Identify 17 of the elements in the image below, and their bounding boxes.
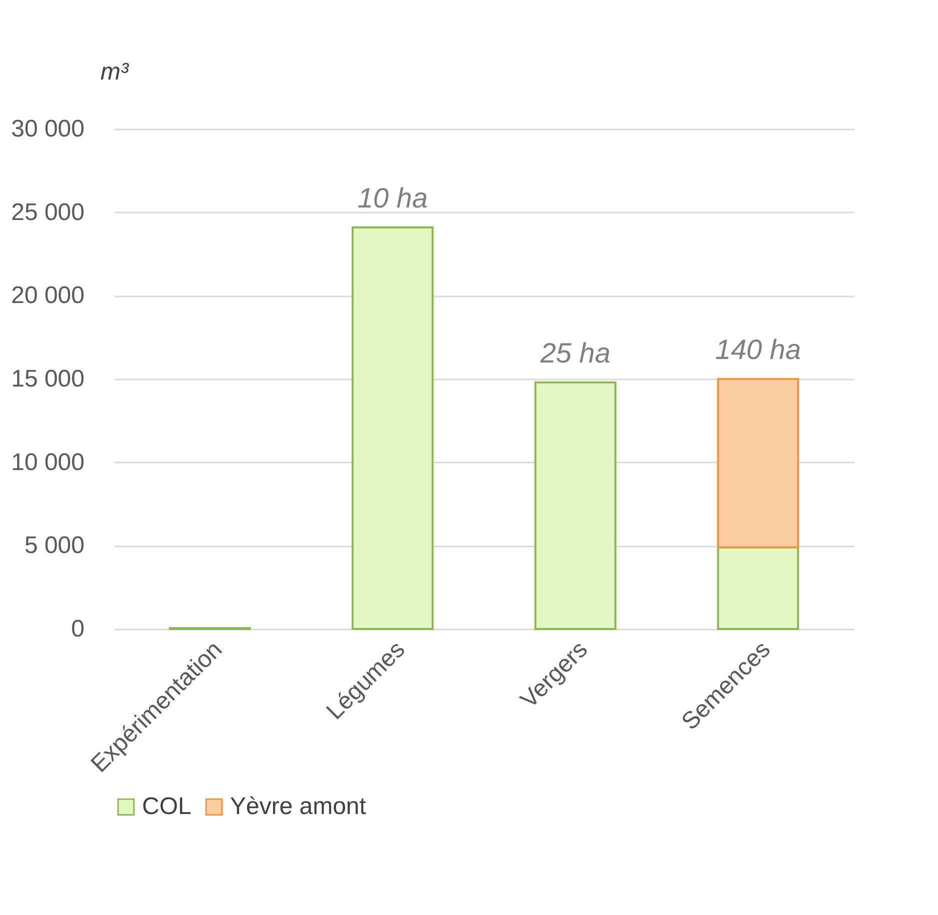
y-tick-label: 5 000 (24, 532, 84, 560)
y-tick-label: 15 000 (11, 366, 84, 392)
bar (717, 546, 800, 630)
y-axis-title: m³ (100, 58, 130, 86)
y-tick-label: 0 (71, 616, 84, 642)
bar (352, 226, 434, 630)
annotation: 25 ha (539, 337, 610, 368)
annotation: 10 ha (358, 182, 428, 214)
bar (534, 381, 616, 630)
legend-label: Yèvre amont (230, 793, 366, 820)
y-tick-label: 30 000 (11, 116, 84, 142)
y-tick-label: 25 000 (11, 198, 84, 226)
bar (717, 378, 800, 548)
y-tick-label: 20 000 (11, 282, 84, 310)
annotation: 140 ha (715, 334, 801, 365)
y-tick-label: 10 000 (11, 448, 84, 476)
legend-label: COL (142, 793, 192, 820)
